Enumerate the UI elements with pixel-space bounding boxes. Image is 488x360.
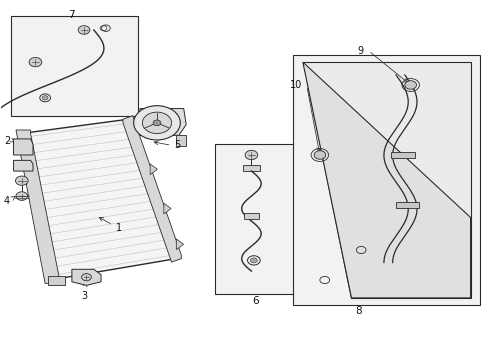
Bar <box>244 213 258 219</box>
Polygon shape <box>302 62 469 298</box>
Circle shape <box>16 176 28 185</box>
Bar <box>292 55 479 305</box>
Polygon shape <box>176 239 183 249</box>
Circle shape <box>153 120 161 126</box>
Polygon shape <box>21 119 176 280</box>
Polygon shape <box>14 139 33 155</box>
Polygon shape <box>176 135 186 146</box>
Polygon shape <box>72 269 101 285</box>
Text: 3: 3 <box>81 292 87 301</box>
Polygon shape <box>16 130 60 284</box>
Text: 10: 10 <box>289 80 301 90</box>
Text: 2: 2 <box>4 136 10 146</box>
Circle shape <box>250 258 257 263</box>
Bar <box>390 152 414 158</box>
Circle shape <box>81 274 91 281</box>
Circle shape <box>78 26 90 34</box>
Polygon shape <box>163 203 171 214</box>
Text: 7: 7 <box>68 10 75 20</box>
Circle shape <box>244 150 257 159</box>
Circle shape <box>404 81 416 89</box>
Circle shape <box>313 151 325 159</box>
Text: 5: 5 <box>174 140 180 150</box>
Polygon shape <box>122 116 181 262</box>
Text: 9: 9 <box>357 46 363 56</box>
Bar <box>242 165 260 171</box>
Text: 8: 8 <box>354 306 361 316</box>
Polygon shape <box>302 62 469 298</box>
Text: 1: 1 <box>99 217 122 233</box>
Polygon shape <box>47 276 64 285</box>
Polygon shape <box>14 160 33 171</box>
Text: 6: 6 <box>252 296 259 306</box>
Bar <box>215 144 295 294</box>
Circle shape <box>133 106 180 140</box>
Bar <box>395 202 419 208</box>
Circle shape <box>16 192 28 201</box>
Bar <box>11 16 137 116</box>
Circle shape <box>42 96 48 100</box>
Circle shape <box>29 58 41 67</box>
Polygon shape <box>140 109 186 135</box>
Circle shape <box>142 112 171 134</box>
Text: 4: 4 <box>4 197 10 206</box>
Polygon shape <box>150 164 157 175</box>
